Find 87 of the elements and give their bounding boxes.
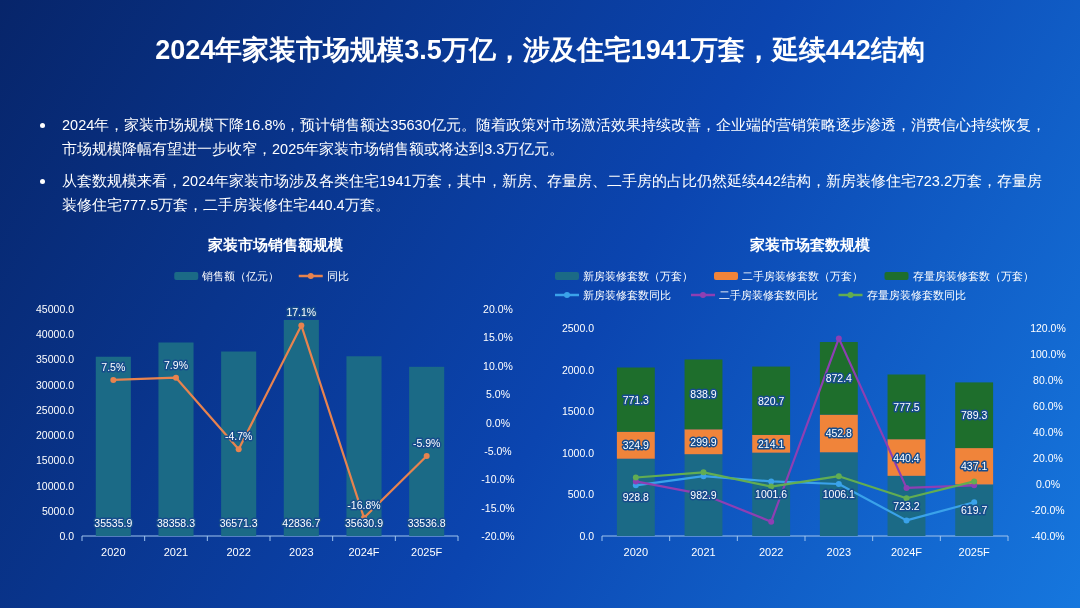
data-label: 838.9	[690, 388, 717, 401]
data-label: 928.8	[622, 491, 650, 504]
y-tick-label: 35000.0	[36, 353, 75, 366]
data-label: 35535.9	[94, 517, 133, 529]
y-tick-label: 40000.0	[36, 328, 75, 341]
y-tick-label: 0.0	[59, 530, 75, 542]
data-label: 38358.3	[157, 517, 196, 529]
y-tick-label: 2000.0	[561, 363, 595, 376]
y2-tick-label: -40.0%	[1031, 530, 1065, 542]
data-label: 299.9	[690, 435, 717, 448]
x-tick-label: 2021	[163, 546, 189, 558]
y2-tick-label: -10.0%	[481, 473, 515, 486]
legend-label: 存量房装修套数同比	[866, 289, 966, 301]
y2-tick-label: 10.0%	[483, 359, 513, 372]
x-tick-label: 2023	[289, 546, 314, 558]
y-tick-label: 45000.0	[36, 303, 75, 315]
legend-label: 新房装修套数同比	[583, 289, 671, 301]
y2-tick-label: 5.0%	[486, 388, 510, 401]
y2-tick-label: 20.0%	[1033, 452, 1063, 464]
legend-label: 同比	[326, 270, 349, 282]
x-tick-label: 2025F	[958, 546, 991, 558]
data-label: 1001.6	[755, 488, 788, 501]
y-tick-label: 0.0	[579, 530, 595, 542]
legend-label: 销售额（亿元）	[201, 270, 280, 282]
y-tick-label: 500.0	[567, 488, 595, 501]
x-tick-label: 2020	[623, 546, 649, 558]
text: 从套数规模来看，2024年家装市场涉及各类住宅1941万套，其中，新房、存量房、二手房的占比仍然延续442结构，新房装修住宅723.2万套，存量房装修住宅777.5万套，二手房装修住宅440.4万套。	[62, 173, 1042, 213]
y-tick-label: 2500.0	[561, 322, 595, 334]
data-label: 820.7	[758, 394, 785, 407]
y2-tick-label: -20.0%	[1031, 504, 1065, 516]
data-label: 1006.1	[822, 488, 856, 501]
y-tick-label: 15000.0	[36, 454, 75, 467]
y-tick-label: 30000.0	[36, 378, 75, 391]
data-label: 36571.3	[219, 517, 258, 529]
y-tick-label: 10000.0	[36, 479, 75, 492]
x-tick-label: 2020	[101, 546, 126, 558]
data-label: 33536.8	[407, 517, 446, 529]
legend-label: 二手房装修套数同比	[719, 289, 818, 301]
y2-tick-label: 40.0%	[1033, 426, 1063, 438]
legend-label: 新房装修套数（万套）	[583, 270, 693, 282]
legend-label: 二手房装修套数（万套）	[742, 270, 863, 282]
y-tick-label: 1000.0	[561, 446, 595, 459]
data-label: 789.3	[961, 409, 988, 422]
x-tick-label: 2022	[226, 546, 251, 558]
y2-tick-label: 20.0%	[483, 303, 513, 315]
data-label: 437.1	[961, 460, 988, 473]
y2-tick-label: 120.0%	[1030, 322, 1066, 334]
data-label: 35630.9	[345, 517, 384, 529]
data-label: 324.9	[622, 439, 650, 452]
y2-tick-label: -15.0%	[481, 501, 515, 514]
y-tick-label: 25000.0	[36, 403, 75, 416]
data-label: 872.4	[825, 372, 853, 385]
text: 2024年家装市场规模3.5万亿，涉及住宅1941万套，延续442结构	[154, 34, 926, 67]
y2-tick-label: -5.0%	[484, 444, 512, 457]
chart-title: 家装市场套数规模	[749, 236, 871, 253]
x-tick-label: 2022	[758, 546, 784, 558]
data-label: 440.4	[893, 451, 920, 464]
data-label: -5.9%	[412, 436, 441, 449]
x-tick-label: 2021	[691, 546, 716, 558]
x-tick-label: 2024F	[890, 546, 923, 558]
legend-label: 存量房装修套数（万套）	[912, 270, 1034, 282]
y-tick-label: 5000.0	[41, 504, 75, 517]
y2-tick-label: 80.0%	[1033, 374, 1063, 386]
data-label: 214.1	[758, 437, 785, 450]
data-label: 7.5%	[101, 360, 126, 373]
x-tick-label: 2025F	[411, 546, 443, 558]
y2-tick-label: 60.0%	[1033, 400, 1063, 412]
text: 2024年，家装市场规模下降16.8%，预计销售额达35630亿元。随着政策对市场激活效果持续改善，企业端的营销策略逐步渗透，消费信心持续恢复，市场规模降幅有望进一步收窄，2025年家装市场销售额或将达到3.3万亿元。	[62, 117, 1046, 157]
y2-tick-label: -20.0%	[481, 530, 515, 542]
chart-title: 家装市场销售额规模	[206, 236, 344, 253]
data-label: 982.9	[690, 489, 717, 502]
y2-tick-label: 0.0%	[486, 416, 510, 429]
y2-tick-label: 15.0%	[483, 331, 513, 344]
data-label: 7.9%	[164, 358, 188, 371]
data-label: 777.5	[893, 400, 920, 413]
data-label: 619.7	[961, 504, 988, 517]
data-label: 771.3	[622, 393, 650, 406]
data-label: 452.8	[825, 427, 853, 440]
y-tick-label: 20000.0	[36, 429, 75, 442]
y2-tick-label: 100.0%	[1030, 348, 1066, 360]
data-label: 17.1%	[286, 306, 317, 319]
x-tick-label: 2024F	[348, 546, 380, 558]
x-tick-label: 2023	[826, 546, 852, 558]
y2-tick-label: 0.0%	[1036, 478, 1060, 490]
data-label: 42836.7	[282, 517, 321, 529]
data-label: 723.2	[893, 499, 920, 512]
y-tick-label: 1500.0	[561, 405, 595, 418]
